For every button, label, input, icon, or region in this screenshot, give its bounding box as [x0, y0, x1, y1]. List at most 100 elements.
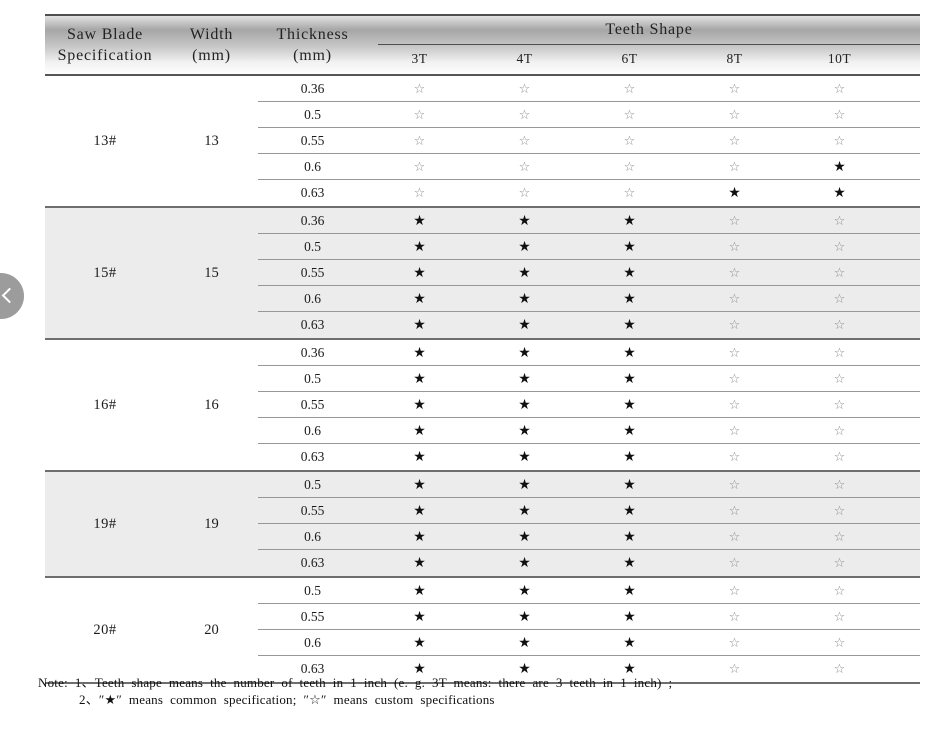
mark-cell: ☆: [682, 239, 787, 255]
star-filled-icon: ★: [413, 503, 426, 519]
width-cell: 13: [204, 132, 219, 149]
mark-cell: ☆: [682, 213, 787, 229]
thickness-cell: 0.55: [300, 264, 325, 280]
star-outline-icon: ☆: [728, 449, 741, 464]
star-outline-icon: ☆: [833, 264, 846, 280]
mark-cell: ★: [472, 635, 577, 651]
mark-cell: ☆: [787, 449, 892, 465]
table-row: 0.6 ★ ★ ★ ☆ ☆: [258, 630, 920, 656]
header-thickness-mm: Thickness (mm): [258, 16, 367, 74]
mark-cell: ★: [577, 239, 682, 255]
star-filled-icon: ★: [413, 265, 426, 281]
thickness-cell: 0.36: [300, 212, 325, 228]
star-filled-icon: ★: [413, 213, 426, 229]
star-filled-icon: ★: [518, 397, 531, 413]
thickness-cell: 0.5: [304, 582, 321, 598]
star-filled-icon: ★: [518, 583, 531, 599]
carousel-prev-button[interactable]: [0, 273, 24, 319]
thickness-cell: 0.36: [300, 344, 325, 360]
mark-cell: ★: [367, 661, 472, 677]
table-row: 0.36 ★ ★ ★ ☆ ☆: [258, 208, 920, 234]
mark-cell: ☆: [682, 635, 787, 651]
star-filled-icon: ★: [518, 345, 531, 361]
star-filled-icon: ★: [518, 450, 531, 465]
saw-blade-spec-table: Saw Blade Specification Width (mm) Thick…: [45, 14, 920, 684]
notes: Note: 1、Teeth shape means the number of …: [38, 674, 922, 708]
thickness-cell: 0.55: [300, 608, 325, 624]
star-outline-icon: ☆: [728, 608, 741, 624]
star-outline-icon: ☆: [833, 344, 846, 360]
mark-cell: ★: [472, 371, 577, 387]
mark-cell: ★: [472, 423, 577, 439]
thickness-rows: 0.5 ★ ★ ★ ☆ ☆ 0.55 ★ ★ ★ ☆ ☆ 0.6 ★ ★ ★ ☆ ☆ 0.63 ★ ★ ★ ☆ ☆: [258, 578, 920, 682]
mark-cell: ☆: [787, 477, 892, 493]
star-outline-icon: ☆: [728, 528, 741, 544]
mark-cell: ★: [367, 477, 472, 493]
mark-cell: ★: [577, 423, 682, 439]
star-outline-icon: ☆: [833, 370, 846, 386]
mark-cell: ★: [472, 661, 577, 677]
mark-cell: ★: [577, 503, 682, 519]
star-filled-icon: ★: [623, 609, 636, 625]
mark-cell: ☆: [682, 661, 787, 677]
star-outline-icon: ☆: [728, 396, 741, 412]
mark-cell: ★: [577, 529, 682, 545]
spec-cell: 13#: [93, 132, 117, 149]
star-outline-icon: ☆: [728, 476, 741, 492]
star-filled-icon: ★: [413, 239, 426, 255]
star-filled-icon: ★: [518, 239, 531, 255]
star-outline-icon: ☆: [833, 132, 846, 148]
mark-cell: ★: [472, 477, 577, 493]
star-filled-icon: ★: [518, 318, 531, 333]
mark-cell: ★: [577, 583, 682, 599]
star-filled-icon: ★: [623, 450, 636, 465]
mark-cell: ☆: [472, 185, 577, 201]
star-outline-icon: ☆: [728, 661, 741, 676]
mark-cell: ☆: [682, 371, 787, 387]
star-filled-icon: ★: [623, 213, 636, 229]
star-filled-icon: ★: [518, 371, 531, 387]
table-row: 0.36 ★ ★ ★ ☆ ☆: [258, 340, 920, 366]
mark-cell: ★: [367, 291, 472, 307]
table-row: 0.55 ★ ★ ★ ☆ ☆: [258, 260, 920, 286]
star-filled-icon: ★: [623, 529, 636, 545]
star-filled-icon: ★: [518, 662, 531, 677]
star-outline-icon: ☆: [833, 106, 846, 122]
mark-cell: ☆: [367, 159, 472, 175]
mark-cell: ★: [577, 449, 682, 465]
table-row: 0.55 ★ ★ ★ ☆ ☆: [258, 392, 920, 418]
teeth-col-10T: 10T: [827, 51, 852, 67]
header-teeth-shape-group: Teeth Shape 3T 4T 6T 8T 10T: [367, 16, 920, 74]
star-filled-icon: ★: [413, 397, 426, 413]
thickness-cell: 0.63: [300, 317, 325, 332]
mark-cell: ☆: [787, 555, 892, 571]
table-row: 0.63 ★ ★ ★ ☆ ☆: [258, 656, 920, 682]
thickness-cell: 0.6: [304, 634, 321, 650]
mark-cell: ☆: [367, 185, 472, 201]
mark-cell: ☆: [787, 423, 892, 439]
mark-cell: ★: [472, 449, 577, 465]
mark-cell: ☆: [787, 529, 892, 545]
star-outline-icon: ☆: [833, 502, 846, 518]
thickness-cell: 0.63: [300, 661, 325, 676]
star-outline-icon: ☆: [833, 582, 846, 598]
star-filled-icon: ★: [413, 556, 426, 571]
star-filled-icon: ★: [623, 345, 636, 361]
star-filled-icon: ★: [518, 213, 531, 229]
width-cell: 20: [204, 621, 219, 638]
thickness-rows: 0.36 ★ ★ ★ ☆ ☆ 0.5 ★ ★ ★ ☆ ☆ 0.55 ★ ★ ★ ☆ ☆ 0.6 ★ ★ ★ ☆ ☆ 0.63 ★ ★…: [258, 208, 920, 338]
header-teeth-shape-title: Teeth Shape: [378, 16, 920, 45]
mark-cell: ☆: [682, 583, 787, 599]
mark-cell: ★: [577, 291, 682, 307]
star-outline-icon: ☆: [728, 555, 741, 570]
mark-cell: ★: [367, 583, 472, 599]
star-filled-icon: ★: [623, 265, 636, 281]
star-filled-icon: ★: [413, 635, 426, 651]
mark-cell: ☆: [367, 133, 472, 149]
thickness-cell: 0.63: [300, 185, 325, 200]
thickness-cell: 0.5: [304, 370, 321, 386]
thickness-rows: 0.36 ★ ★ ★ ☆ ☆ 0.5 ★ ★ ★ ☆ ☆ 0.55 ★ ★ ★ ☆ ☆ 0.6 ★ ★ ★ ☆ ☆ 0.63 ★ ★…: [258, 340, 920, 470]
mark-cell: ★: [472, 583, 577, 599]
table-row: 0.36 ☆ ☆ ☆ ☆ ☆: [258, 76, 920, 102]
mark-cell: ★: [472, 345, 577, 361]
